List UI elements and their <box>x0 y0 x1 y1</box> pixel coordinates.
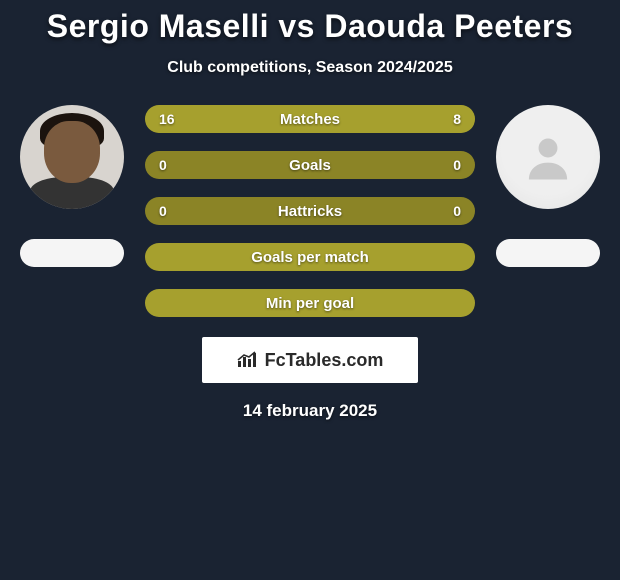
stat-row: 16 Matches 8 <box>145 105 475 133</box>
page-title: Sergio Maselli vs Daouda Peeters <box>0 8 620 45</box>
stat-left-value: 16 <box>159 111 175 127</box>
player-right-column <box>493 105 603 267</box>
stat-left-value: 0 <box>159 203 167 219</box>
stat-right-value: 0 <box>453 203 461 219</box>
comparison-card: Sergio Maselli vs Daouda Peeters Club co… <box>0 0 620 580</box>
player-left-name-pill <box>20 239 124 267</box>
bar-chart-icon <box>237 351 259 369</box>
stat-label: Matches <box>280 111 340 128</box>
stat-row: Min per goal <box>145 289 475 317</box>
stat-left-value: 0 <box>159 157 167 173</box>
player-right-name-pill <box>496 239 600 267</box>
player-right-avatar <box>496 105 600 209</box>
stat-right-value: 8 <box>453 111 461 127</box>
stat-label: Min per goal <box>145 295 475 312</box>
stat-label: Hattricks <box>278 203 342 220</box>
stat-label: Goals per match <box>145 249 475 266</box>
stat-row: 0 Goals 0 <box>145 151 475 179</box>
date-text: 14 february 2025 <box>0 401 620 421</box>
content-row: 16 Matches 8 0 Goals 0 0 Hattricks 0 Goals per ma… <box>0 105 620 317</box>
subtitle: Club competitions, Season 2024/2025 <box>0 59 620 77</box>
stat-right-value: 0 <box>453 157 461 173</box>
logo-text: FcTables.com <box>265 350 384 371</box>
player-left-avatar <box>20 105 124 209</box>
player-left-column <box>17 105 127 267</box>
fctables-logo: FcTables.com <box>202 337 418 383</box>
stat-row: Goals per match <box>145 243 475 271</box>
stat-row: 0 Hattricks 0 <box>145 197 475 225</box>
stat-label: Goals <box>289 157 331 174</box>
person-placeholder-icon <box>521 130 575 184</box>
stats-column: 16 Matches 8 0 Goals 0 0 Hattricks 0 Goals per ma… <box>145 105 475 317</box>
